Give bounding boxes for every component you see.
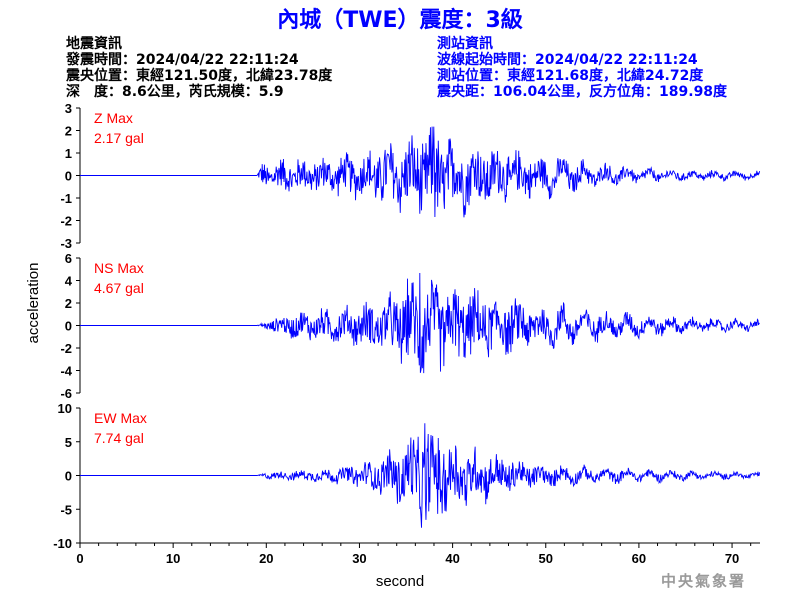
ns-y-tick-label: -2 (60, 341, 72, 356)
x-tick-label: 20 (259, 551, 273, 566)
cwa-logo-text: 中央氣象署 (660, 572, 746, 590)
x-tick-label: 60 (632, 551, 646, 566)
z-y-tick-label: 2 (65, 124, 72, 139)
station-wave-start: 波線起始時間：2024/04/22 22:11:24 (437, 52, 698, 68)
ew-y-tick-label: -5 (60, 502, 72, 517)
quake-time: 發震時間：2024/04/22 22:11:24 (66, 52, 299, 68)
x-tick-label: 10 (166, 551, 180, 566)
chart-title: 內城（TWE）震度：3級 (277, 8, 523, 33)
z-y-tick-label: -1 (60, 191, 72, 206)
x-axis-label: second (376, 573, 424, 590)
y-axis-label: acceleration (25, 263, 42, 344)
z-y-tick-label: 3 (65, 101, 72, 116)
ew-y-tick-label: -10 (53, 536, 72, 551)
ns-max-label: NS Max (94, 260, 144, 276)
z-waveform-trace (80, 126, 761, 218)
ew-max-label: EW Max (94, 410, 147, 426)
station-info-heading: 測站資訊 (437, 36, 493, 52)
x-tick-label: 30 (352, 551, 366, 566)
ns-waveform-trace (80, 272, 760, 374)
ew-max-value: 7.74 gal (94, 430, 144, 446)
x-tick-label: 40 (445, 551, 459, 566)
ew-y-tick-label: 0 (65, 469, 72, 484)
x-tick-label: 70 (725, 551, 739, 566)
x-tick-label: 0 (76, 551, 83, 566)
quake-depth-magnitude: 深 度：8.6公里，芮氏規模：5.9 (66, 84, 284, 100)
ns-y-tick-label: -6 (60, 386, 72, 401)
z-y-tick-label: -2 (60, 214, 72, 229)
quake-epicenter: 震央位置：東經121.50度，北緯23.78度 (66, 68, 333, 84)
quake-info: 地震資訊 發震時間：2024/04/22 22:11:24 震央位置：東經121… (66, 36, 332, 100)
ns-max-value: 4.67 gal (94, 280, 144, 296)
station-info: 測站資訊 波線起始時間：2024/04/22 22:11:24 測站位置：東經1… (437, 36, 727, 100)
x-tick-label: 50 (539, 551, 553, 566)
station-location: 測站位置：東經121.68度，北緯24.72度 (437, 68, 704, 84)
ns-y-tick-label: 2 (65, 296, 72, 311)
z-y-tick-label: 0 (65, 169, 72, 184)
z-y-tick-label: -3 (60, 236, 72, 251)
ew-y-tick-label: 10 (58, 401, 72, 416)
ns-y-tick-label: 6 (65, 251, 72, 266)
z-max-label: Z Max (94, 110, 133, 126)
ns-y-tick-label: 4 (65, 274, 73, 289)
quake-info-heading: 地震資訊 (66, 36, 122, 52)
z-y-tick-label: 1 (65, 146, 72, 161)
ew-y-tick-label: 5 (65, 435, 72, 450)
ew-waveform-trace (80, 423, 761, 528)
ns-y-tick-label: -4 (60, 364, 72, 379)
z-max-value: 2.17 gal (94, 130, 144, 146)
station-distance: 震央距：106.04公里，反方位角：189.98度 (437, 84, 728, 100)
ns-y-tick-label: 0 (65, 319, 72, 334)
